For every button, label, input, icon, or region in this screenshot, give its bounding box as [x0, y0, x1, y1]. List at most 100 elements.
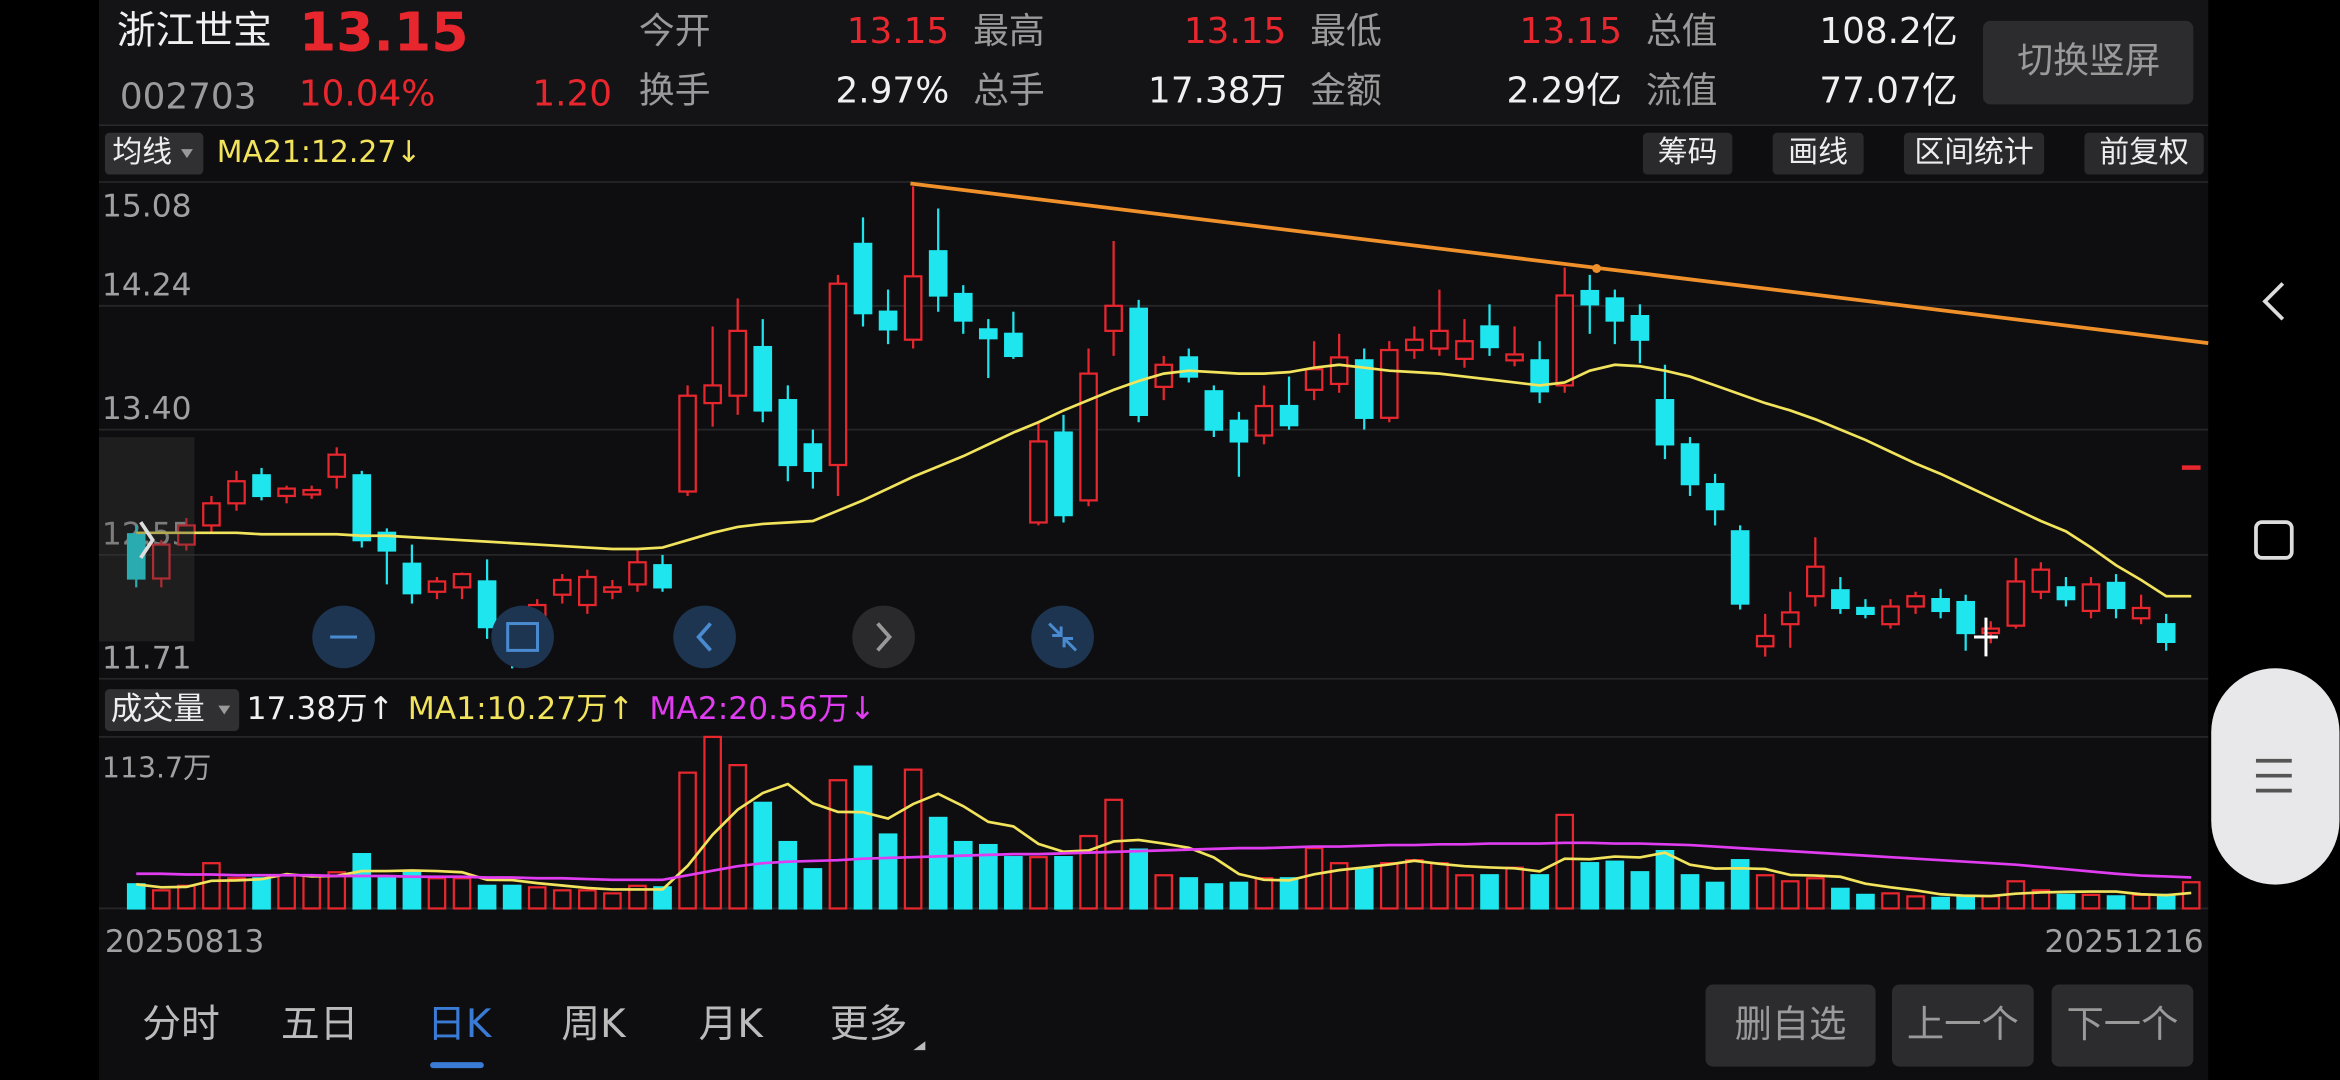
candle-body	[477, 580, 497, 629]
ma-selector[interactable]	[104, 132, 204, 175]
candle-body	[1730, 530, 1750, 605]
y-tick-label: 113.7万	[102, 752, 211, 785]
tool-button[interactable]	[1642, 132, 1733, 175]
chart-controls	[312, 605, 1094, 669]
volume-bar	[1831, 887, 1850, 910]
nav-menu	[2255, 758, 2292, 793]
nav-back[interactable]	[2262, 282, 2285, 321]
reset-zoom[interactable]	[1031, 605, 1094, 669]
volume-bar	[628, 884, 647, 910]
candle-body	[828, 282, 848, 467]
volume-label: 17.38万↑	[247, 691, 394, 727]
volume-bar	[327, 871, 347, 910]
tool-button[interactable]	[2084, 132, 2204, 175]
volume-bar	[552, 889, 572, 910]
y-tick-label: 15.08	[102, 188, 192, 224]
ma-line	[136, 363, 2192, 598]
volume-bar	[402, 871, 422, 910]
candle-body	[427, 580, 447, 593]
candle-body	[1229, 419, 1249, 443]
volume-bar	[1304, 846, 1324, 910]
candle-body	[978, 328, 998, 340]
volume-bar	[1530, 874, 1549, 910]
candle-body	[1956, 600, 1976, 635]
zoom-in[interactable]	[491, 605, 554, 669]
volume-bar	[1755, 874, 1775, 910]
candle-body	[202, 502, 221, 527]
candle-body	[1630, 315, 1650, 341]
candle-body	[1780, 611, 1800, 626]
action-button[interactable]	[2051, 984, 2194, 1067]
tab[interactable]: 日K	[427, 1002, 493, 1047]
tab[interactable]: 更多	[830, 1002, 908, 1047]
candle-body	[953, 292, 973, 322]
volume-selector[interactable]	[104, 689, 240, 731]
trend-line	[910, 181, 2209, 345]
tool-button[interactable]	[1772, 132, 1864, 175]
candle-body	[1505, 353, 1524, 362]
tool-button[interactable]	[1903, 132, 2045, 175]
orientation-button[interactable]	[1982, 20, 2194, 105]
volume-bar	[903, 768, 923, 910]
stat-value: 2.29亿	[1506, 70, 1622, 111]
candle-body	[1881, 605, 1900, 626]
candle-body	[2006, 580, 2026, 627]
orientation-label: 切换竖屏	[2017, 41, 2160, 82]
candle-body	[2056, 586, 2076, 601]
tab[interactable]: 五日	[281, 1002, 359, 1047]
y-tick-label: 11.71	[102, 640, 192, 676]
crosshair	[1974, 617, 1998, 657]
change: 1.20	[532, 73, 612, 114]
tab[interactable]: 周K	[561, 1002, 627, 1047]
stat-label: 换手	[639, 70, 711, 111]
tab[interactable]: 月K	[699, 1002, 765, 1047]
volume-bar	[1154, 874, 1174, 910]
stat-value: 13.15	[847, 11, 949, 52]
side-handle[interactable]	[98, 437, 195, 642]
stat-label: 流值	[1646, 70, 1718, 111]
volume-bar	[452, 877, 472, 910]
stock-code: 002703	[120, 76, 257, 117]
candle-body	[803, 443, 823, 473]
tool-label: 前复权	[2099, 135, 2188, 170]
plot-layer: 15.0814.2413.4012.5511.71202508132025121…	[98, 181, 2209, 960]
volume-bar	[703, 735, 722, 910]
scroll-left[interactable]	[673, 605, 736, 669]
volume-bar	[1956, 895, 1976, 910]
nav-home[interactable]	[2254, 520, 2294, 560]
scroll-right[interactable]	[852, 605, 915, 669]
chevron-right	[139, 521, 155, 559]
volume-bar	[1254, 877, 1274, 910]
volume-bar	[1179, 877, 1199, 910]
volume-bar	[1856, 893, 1875, 910]
candle-body	[603, 586, 622, 593]
volume-bar	[928, 816, 948, 910]
candle-body	[2106, 581, 2126, 610]
candle-body	[1931, 598, 1950, 613]
volume-bar	[227, 877, 246, 910]
candle-body	[252, 474, 271, 498]
ma-label: MA21:12.27↓	[217, 135, 422, 170]
volume-bar	[603, 892, 622, 910]
candle-body	[1530, 359, 1549, 393]
x-tick-label: 20251216	[2044, 924, 2203, 960]
candle-body	[302, 488, 321, 496]
action-button[interactable]	[1705, 984, 1876, 1067]
action-button[interactable]	[1891, 984, 2034, 1067]
volume-bar	[578, 889, 597, 910]
more-icon	[913, 1041, 926, 1051]
candle-body	[1279, 404, 1299, 427]
candle-body	[1405, 338, 1424, 352]
ma2-label: MA2:20.56万↓	[649, 691, 875, 727]
volume-bar	[1655, 850, 1675, 910]
candle-body	[1605, 297, 1625, 322]
candle-body	[1655, 399, 1675, 446]
dropdown-icon	[218, 705, 231, 715]
stat-value: 2.97%	[836, 70, 950, 111]
ma1-label: MA1:10.27万↑	[408, 691, 634, 727]
volume-bar	[2081, 893, 2101, 910]
candle-body	[352, 474, 372, 542]
stat-label: 总手	[973, 70, 1045, 111]
tab[interactable]: 分时	[142, 1002, 220, 1047]
volume-bar	[1054, 856, 1073, 910]
